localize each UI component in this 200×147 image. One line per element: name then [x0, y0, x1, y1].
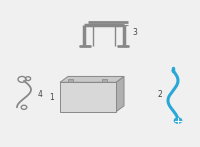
Polygon shape: [60, 76, 124, 82]
Text: 3: 3: [132, 28, 137, 37]
Text: 2: 2: [157, 90, 162, 99]
Text: 1: 1: [49, 92, 54, 102]
Polygon shape: [116, 76, 124, 112]
FancyBboxPatch shape: [68, 79, 73, 82]
FancyBboxPatch shape: [60, 82, 116, 112]
Text: 4: 4: [38, 90, 43, 99]
Circle shape: [174, 118, 182, 123]
FancyBboxPatch shape: [102, 79, 107, 82]
